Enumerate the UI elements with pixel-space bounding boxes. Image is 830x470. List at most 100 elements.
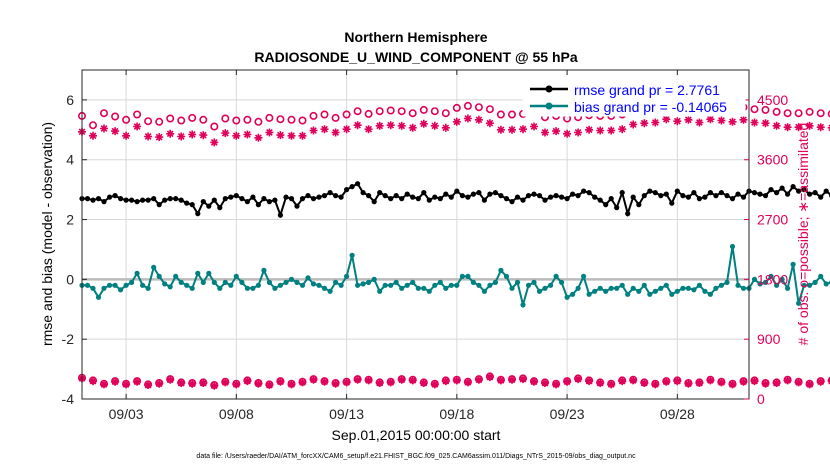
y-axis-label-right: # of obs: o=possible; ∗=assimilated — [795, 123, 811, 346]
bias-point — [685, 285, 692, 291]
bias-point — [189, 285, 195, 291]
rmse-point — [680, 193, 686, 199]
bias-point — [597, 285, 603, 291]
bias-point — [785, 285, 791, 291]
obs-assimilated-bottom-point — [805, 380, 814, 389]
obs-assimilated-bottom-point — [772, 379, 781, 387]
bias-point — [283, 279, 289, 285]
x-tick-label: 09/23 — [550, 406, 585, 422]
rmse-point — [134, 199, 140, 205]
obs-assimilated-bottom-point — [232, 380, 241, 389]
bias-point — [498, 267, 504, 273]
obs-assimilated-point — [474, 115, 483, 124]
obs-possible-point — [353, 107, 362, 116]
rmse-point — [371, 199, 377, 205]
rmse-point — [129, 197, 135, 203]
obs-possible-point — [408, 109, 417, 118]
bias-point — [95, 294, 102, 300]
obs-assimilated-point — [772, 121, 781, 130]
bias-point — [415, 285, 421, 291]
bias-point — [266, 279, 272, 285]
obs-possible-point — [122, 115, 131, 124]
obs-possible-point — [89, 121, 98, 130]
bias-point — [531, 279, 537, 285]
rmse-point — [751, 190, 758, 196]
bias-point — [443, 285, 449, 291]
rmse-point — [140, 197, 146, 203]
obs-possible-point — [805, 107, 814, 116]
rmse-point — [250, 194, 256, 200]
rmse-point — [525, 193, 532, 199]
rmse-point — [162, 197, 168, 203]
rmse-point — [355, 181, 361, 187]
bias-point — [272, 285, 278, 291]
obs-assimilated-point — [463, 114, 472, 123]
rmse-point — [564, 196, 570, 202]
obs-assimilated-point — [276, 131, 285, 140]
rmse-point — [261, 196, 267, 202]
legend-box — [522, 75, 746, 117]
obs-possible-point — [342, 110, 351, 119]
bias-point — [619, 282, 625, 288]
obs-assimilated-bottom-point — [353, 375, 362, 384]
bias-point — [173, 273, 179, 279]
obs-assimilated-point — [783, 123, 792, 132]
obs-assimilated-point — [541, 128, 549, 137]
bias-point — [244, 285, 250, 291]
x-tick-label: 09/18 — [439, 406, 474, 422]
bias-point — [250, 285, 256, 291]
rmse-point — [388, 196, 394, 202]
rmse-point — [801, 187, 807, 193]
rmse-point — [415, 196, 421, 202]
rmse-point — [454, 188, 460, 194]
rmse-point — [536, 193, 543, 199]
bias-point — [774, 282, 780, 288]
rmse-point — [636, 202, 642, 208]
rmse-point — [189, 202, 195, 208]
rmse-point — [553, 193, 559, 199]
rmse-point — [592, 194, 598, 200]
obs-assimilated-bottom-point — [133, 377, 142, 386]
obs-assimilated-bottom-point — [474, 375, 483, 384]
bias-point — [277, 282, 283, 288]
obs-assimilated-point — [739, 115, 748, 124]
obs-assimilated-point — [254, 133, 263, 142]
obs-assimilated-bottom-point — [629, 376, 638, 385]
rmse-point — [531, 191, 537, 197]
rmse-point — [239, 196, 245, 202]
rmse-point — [393, 193, 399, 199]
rmse-point — [718, 190, 725, 196]
bias-point — [327, 288, 333, 294]
bias-point — [228, 282, 234, 288]
obs-possible-point — [397, 107, 406, 116]
obs-assimilated-bottom-point — [563, 377, 572, 386]
y-tick-label: 2 — [66, 212, 74, 228]
x-tick-label: 09/08 — [219, 406, 254, 422]
rmse-point — [112, 193, 118, 199]
obs-assimilated-bottom-point — [254, 379, 263, 388]
obs-assimilated-point — [210, 138, 219, 147]
bias-point — [503, 273, 510, 279]
obs-possible-point — [298, 116, 307, 125]
bias-point — [344, 273, 350, 279]
obs-assimilated-point — [485, 119, 494, 128]
obs-possible-point — [364, 109, 373, 118]
obs-possible-point — [287, 115, 296, 124]
bias-point — [360, 281, 366, 287]
legend-rmse-label: rmse grand pr = 2.7761 — [574, 82, 720, 98]
bias-point — [525, 282, 532, 288]
bias-point — [762, 279, 769, 285]
bias-point — [553, 273, 559, 279]
rmse-point — [156, 202, 162, 208]
obs-assimilated-bottom-point — [816, 377, 825, 386]
obs-assimilated-bottom-point — [122, 380, 131, 389]
bias-point — [768, 273, 774, 279]
bias-point — [178, 279, 184, 285]
obs-assimilated-point — [805, 121, 814, 130]
obs-assimilated-bottom-point — [111, 377, 120, 386]
bias-point — [382, 282, 388, 288]
obs-assimilated-point — [100, 124, 108, 133]
rmse-point — [421, 190, 427, 196]
rmse-point — [641, 193, 647, 199]
